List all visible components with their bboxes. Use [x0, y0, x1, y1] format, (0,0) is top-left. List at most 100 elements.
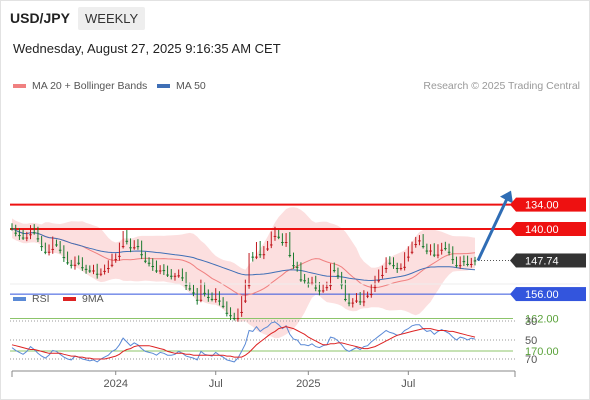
candle-body — [181, 277, 184, 279]
candle — [136, 239, 140, 250]
candle-body — [132, 247, 136, 249]
level-tag-pointer — [510, 287, 516, 302]
candle — [303, 273, 306, 284]
candle-body — [114, 259, 118, 261]
candle-body — [99, 273, 103, 275]
candle-body — [36, 238, 40, 240]
candle — [288, 232, 292, 258]
candle — [366, 291, 369, 299]
candle — [95, 263, 99, 279]
candle-body — [40, 246, 43, 248]
candle — [125, 230, 129, 245]
last-price-label: 147.74 — [525, 255, 559, 267]
candle-body — [429, 250, 432, 252]
candle-body — [384, 268, 388, 270]
candle-body — [218, 300, 221, 302]
candle-body — [73, 264, 77, 266]
candle-body — [399, 268, 403, 270]
candle — [258, 240, 262, 258]
candle-body — [358, 301, 362, 303]
candle — [118, 242, 121, 261]
candle-body — [173, 275, 177, 277]
level-tag-156.00 — [516, 287, 586, 302]
rsi-tick-label: 30 — [525, 316, 537, 328]
legend-ma20: MA 20 + Bollinger Bands — [13, 80, 147, 92]
candle — [210, 292, 214, 302]
candle-body — [69, 264, 73, 266]
candle — [36, 226, 40, 243]
copyright-note: Research © 2025 Trading Central — [423, 80, 580, 92]
candle — [44, 242, 47, 255]
candle-body — [155, 270, 158, 272]
candle — [103, 264, 106, 275]
candle-body — [288, 255, 292, 257]
candle-body — [273, 235, 277, 237]
candle — [166, 265, 169, 277]
timeframe-badge[interactable]: WEEKLY — [78, 7, 146, 30]
level-tag-134.00 — [516, 197, 586, 212]
candle-body — [369, 294, 373, 296]
candle-body — [221, 305, 225, 307]
candle-body — [184, 285, 188, 287]
candle — [266, 240, 269, 251]
candle-body — [177, 275, 180, 277]
candle — [140, 240, 143, 260]
candle — [277, 229, 280, 240]
candle-body — [425, 250, 429, 252]
candle-body — [14, 232, 18, 234]
candle-body — [432, 254, 436, 256]
candle — [169, 269, 173, 280]
time-tick-label: Jul — [209, 378, 223, 390]
candle — [14, 224, 18, 237]
candle-body — [469, 263, 473, 265]
candle — [92, 264, 95, 275]
candle — [425, 243, 429, 255]
candle — [462, 255, 466, 267]
candle-body — [29, 234, 32, 236]
candle — [469, 257, 473, 268]
candle — [25, 231, 29, 242]
candle-body — [421, 246, 425, 248]
candle-body — [225, 312, 229, 314]
candle — [10, 223, 14, 231]
candle-body — [458, 265, 462, 267]
candle-body — [199, 299, 203, 301]
candle — [284, 233, 288, 247]
candle — [240, 296, 243, 317]
candle-body — [281, 242, 284, 244]
candle-body — [355, 300, 358, 302]
candle-body — [395, 268, 399, 270]
candle-body — [344, 298, 347, 300]
level-label-140.00: 140.00 — [525, 224, 559, 236]
candle-body — [325, 287, 329, 289]
candle — [107, 260, 110, 273]
candle — [436, 244, 440, 259]
candle — [221, 297, 225, 309]
candle — [218, 291, 221, 306]
rsi-swatch — [13, 297, 26, 301]
candle — [114, 253, 118, 263]
candle — [447, 243, 451, 256]
candle-body — [158, 270, 162, 272]
candle — [225, 301, 229, 317]
candle — [51, 236, 55, 254]
candle — [325, 281, 329, 291]
candle-body — [444, 248, 447, 250]
rsi-tick-label: 50 — [525, 335, 537, 347]
candle — [207, 289, 210, 302]
candle — [151, 258, 155, 271]
candle — [332, 262, 336, 273]
forecast-arrow-shaft — [476, 195, 510, 262]
candle — [329, 263, 332, 290]
candle-body — [140, 254, 143, 256]
candle-body — [162, 270, 166, 272]
candle — [273, 226, 277, 241]
candle-body — [92, 270, 95, 272]
symbol-title: USD/JPY — [10, 10, 70, 26]
candle-body — [244, 300, 247, 302]
legend-rsi-ma-label: 9MA — [82, 293, 104, 305]
candle — [292, 252, 295, 269]
candle — [21, 229, 25, 240]
candle — [321, 284, 325, 293]
candle — [407, 246, 410, 262]
